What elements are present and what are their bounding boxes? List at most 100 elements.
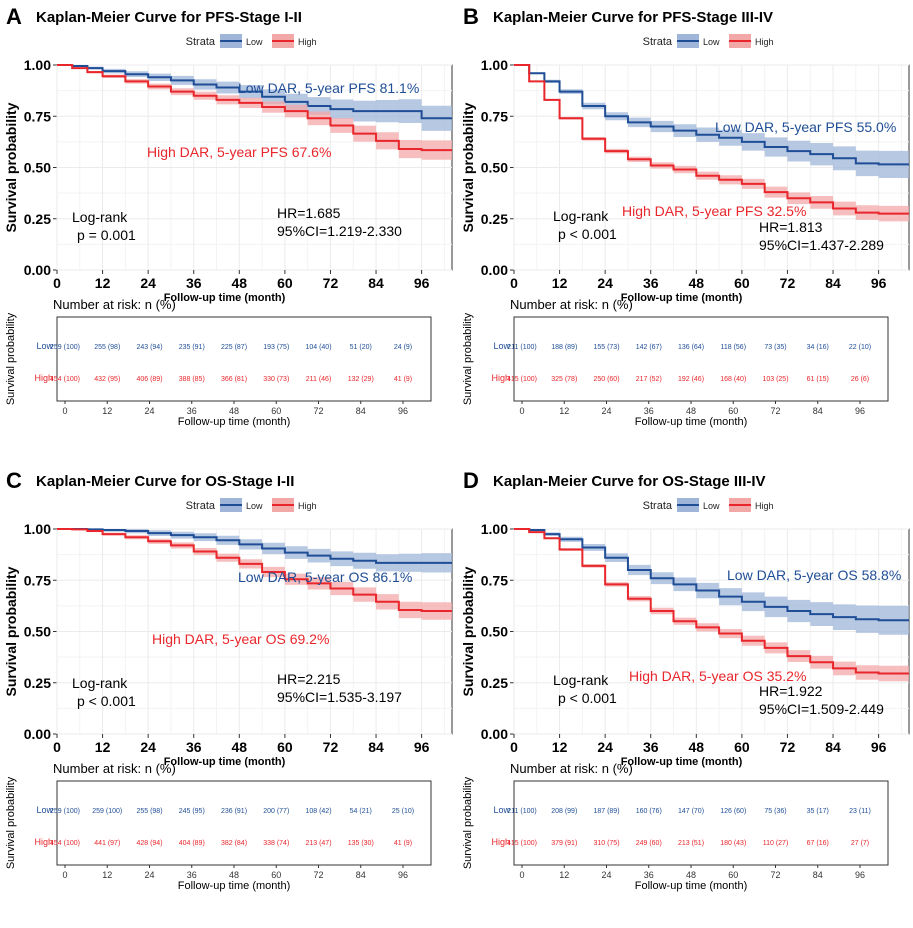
risk-row-label-low: Low xyxy=(493,805,510,815)
risk-x-tick-label: 60 xyxy=(271,870,281,880)
chart-title: Kaplan-Meier Curve for PFS-Stage III-IV xyxy=(493,9,773,26)
risk-x-tick-label: 60 xyxy=(728,406,738,416)
y-tick-label: 1.00 xyxy=(481,57,508,73)
risk-row-label-low: Low xyxy=(36,341,53,351)
risk-cell-low: 25 (10) xyxy=(392,808,414,815)
y-tick-label: 1.00 xyxy=(481,521,508,537)
risk-cell-high: 213 (47) xyxy=(305,840,331,847)
x-tick-label: 60 xyxy=(277,739,293,755)
x-tick-label: 96 xyxy=(871,739,887,755)
x-tick-label: 0 xyxy=(510,739,518,755)
risk-x-tick-label: 0 xyxy=(62,406,67,416)
risk-cell-low: 118 (56) xyxy=(720,344,746,351)
risk-x-tick-label: 72 xyxy=(313,406,323,416)
x-tick-label: 48 xyxy=(689,739,705,755)
x-tick-label: 72 xyxy=(323,275,339,291)
risk-cell-low: 75 (36) xyxy=(764,808,786,815)
log-rank-label: Log-rank xyxy=(72,209,128,225)
km-chart-svg: B Kaplan-Meier Curve for PFS-Stage III-IV… xyxy=(460,4,910,428)
chart-title: Kaplan-Meier Curve for OS-Stage III-IV xyxy=(493,473,766,490)
y-tick-label: 0.50 xyxy=(24,160,51,176)
risk-cell-low: 188 (89) xyxy=(551,344,577,351)
legend-label-low: Low xyxy=(703,501,720,511)
risk-x-tick-label: 84 xyxy=(813,406,823,416)
risk-cell-high: 217 (52) xyxy=(636,376,662,383)
x-tick-label: 60 xyxy=(734,739,750,755)
risk-x-axis-label: Follow-up time (month) xyxy=(178,880,290,892)
x-tick-label: 72 xyxy=(323,739,339,755)
risk-cell-high: 404 (89) xyxy=(179,840,205,847)
risk-cell-low: 255 (98) xyxy=(136,808,162,815)
risk-table-title: Number at risk: n (%) xyxy=(510,761,633,776)
risk-cell-high: 67 (16) xyxy=(807,840,829,847)
risk-cell-low: 236 (91) xyxy=(221,808,247,815)
ci-band-high xyxy=(514,65,909,222)
risk-cell-low: 193 (75) xyxy=(263,344,289,351)
y-tick-label: 0.75 xyxy=(481,572,508,588)
hazard-ratio: HR=2.215 xyxy=(277,671,341,687)
y-tick-label: 1.00 xyxy=(24,57,51,73)
risk-cell-high: 382 (84) xyxy=(221,840,247,847)
x-axis-label: Follow-up time (month) xyxy=(164,756,286,768)
confidence-interval: 95%CI=1.535-3.197 xyxy=(277,689,402,705)
risk-cell-high: 110 (27) xyxy=(763,840,789,847)
risk-cell-high: 428 (94) xyxy=(136,840,162,847)
y-tick-label: 0.00 xyxy=(481,262,508,278)
risk-x-axis-label: Follow-up time (month) xyxy=(635,416,747,428)
risk-cell-high: 415 (100) xyxy=(507,840,537,847)
risk-cell-high: 338 (74) xyxy=(263,840,289,847)
risk-cell-high: 26 (6) xyxy=(851,376,869,383)
risk-table-y-label: Survival probability xyxy=(462,312,474,405)
risk-x-tick-label: 48 xyxy=(229,406,239,416)
risk-x-tick-label: 24 xyxy=(601,870,611,880)
risk-cell-low: 35 (17) xyxy=(807,808,829,815)
log-rank-label: Log-rank xyxy=(553,208,609,224)
x-tick-label: 24 xyxy=(140,739,156,755)
risk-cell-high: 168 (40) xyxy=(720,376,746,383)
risk-x-tick-label: 0 xyxy=(62,870,67,880)
y-tick-label: 0.75 xyxy=(481,108,508,124)
risk-cell-high: 41 (9) xyxy=(394,376,412,383)
panel-c: C Kaplan-Meier Curve for OS-Stage I-II Str… xyxy=(0,464,456,928)
legend-title: Strata xyxy=(643,36,673,48)
risk-cell-high: 249 (60) xyxy=(636,840,662,847)
y-tick-label: 0.25 xyxy=(481,211,508,227)
risk-cell-low: 255 (98) xyxy=(94,344,120,351)
km-curve-high xyxy=(514,64,909,215)
risk-cell-low: 147 (70) xyxy=(678,808,704,815)
x-tick-label: 36 xyxy=(643,275,659,291)
legend-title: Strata xyxy=(186,500,216,512)
risk-cell-low: 208 (99) xyxy=(551,808,577,815)
risk-cell-low: 22 (10) xyxy=(849,344,871,351)
x-tick-label: 84 xyxy=(368,739,384,755)
x-tick-label: 12 xyxy=(552,275,568,291)
risk-cell-high: 310 (75) xyxy=(593,840,619,847)
log-rank-p: p < 0.001 xyxy=(558,690,617,706)
ci-band-high xyxy=(514,529,909,682)
log-rank-p: p < 0.001 xyxy=(77,693,136,709)
km-chart-svg: D Kaplan-Meier Curve for OS-Stage III-IV S… xyxy=(460,468,910,892)
risk-table-frame xyxy=(513,316,889,402)
risk-cell-low: 235 (91) xyxy=(179,344,205,351)
risk-x-tick-label: 24 xyxy=(144,406,154,416)
risk-cell-high: 41 (9) xyxy=(394,840,412,847)
risk-x-tick-label: 84 xyxy=(356,870,366,880)
x-tick-label: 96 xyxy=(871,275,887,291)
confidence-interval: 95%CI=1.437-2.289 xyxy=(759,237,884,253)
hazard-ratio: HR=1.685 xyxy=(277,205,341,221)
risk-cell-high: 388 (85) xyxy=(179,376,205,383)
risk-x-tick-label: 84 xyxy=(356,406,366,416)
km-curve-high xyxy=(57,64,452,152)
x-tick-label: 12 xyxy=(95,739,111,755)
x-tick-label: 12 xyxy=(95,275,111,291)
x-tick-label: 24 xyxy=(597,275,613,291)
risk-x-tick-label: 12 xyxy=(559,406,569,416)
log-rank-label: Log-rank xyxy=(72,675,128,691)
x-tick-label: 84 xyxy=(368,275,384,291)
risk-cell-low: 211 (100) xyxy=(507,344,536,351)
x-tick-label: 84 xyxy=(825,275,841,291)
risk-x-tick-label: 96 xyxy=(398,870,408,880)
risk-x-tick-label: 36 xyxy=(644,406,654,416)
annotation-low: Low DAR, 5-year PFS 55.0% xyxy=(715,119,896,135)
risk-x-tick-label: 48 xyxy=(686,406,696,416)
